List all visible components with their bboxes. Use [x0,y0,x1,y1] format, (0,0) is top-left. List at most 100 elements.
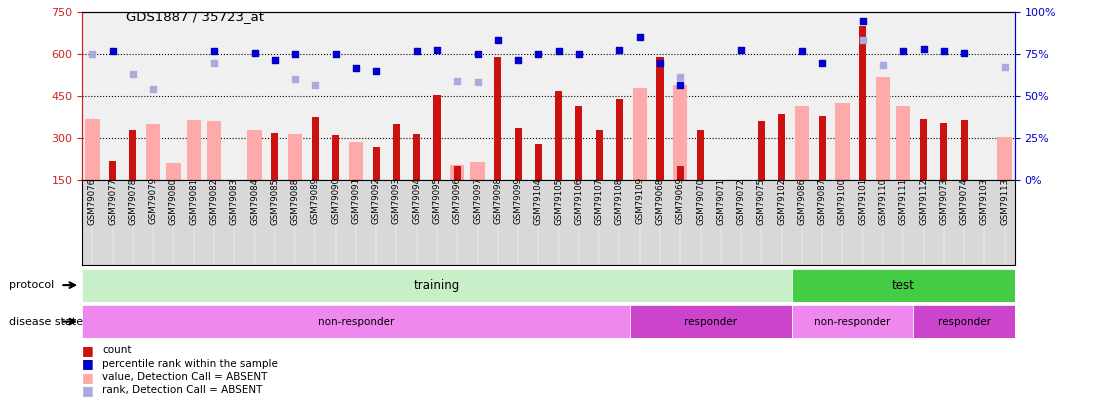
Bar [86,119,100,180]
Point [530,51,547,58]
Bar [575,106,583,180]
Bar [146,124,160,180]
Text: non-responder: non-responder [318,317,394,326]
Point [286,51,304,58]
Point [205,48,223,55]
Bar [875,77,890,180]
Point [915,45,932,52]
Bar [914,305,1015,338]
Text: value, Detection Call = ABSENT: value, Detection Call = ABSENT [102,372,268,382]
Text: rank, Detection Call = ABSENT: rank, Detection Call = ABSENT [102,386,262,395]
Bar [186,120,201,180]
Point [306,82,325,88]
Point [935,48,952,55]
Bar [758,122,765,180]
Bar [555,91,562,180]
Text: GDS1887 / 35723_at: GDS1887 / 35723_at [126,10,264,23]
Point [468,79,486,85]
Text: test: test [892,279,915,292]
Bar [471,162,485,180]
Point [955,49,973,56]
Bar [82,269,792,302]
Bar [656,57,664,180]
Point [671,82,689,88]
Text: protocol: protocol [9,280,54,290]
Point [550,48,567,55]
Bar [312,117,319,180]
Bar [248,130,262,180]
Bar [495,57,501,180]
Bar [792,305,914,338]
Point [509,57,527,63]
Bar [792,269,1015,302]
Bar [630,305,792,338]
Bar [207,122,222,180]
Bar [289,134,302,180]
Bar [349,143,363,180]
Point [327,51,344,58]
Point [813,59,830,66]
Bar [167,163,181,180]
Bar [450,165,464,180]
Text: ■: ■ [82,357,94,370]
Bar [896,106,911,180]
Bar [271,132,279,180]
Point [367,68,385,74]
Point [205,59,223,66]
Text: ■: ■ [82,344,94,357]
Bar [393,124,400,180]
Point [286,76,304,83]
Point [733,47,750,53]
Point [468,51,486,58]
Point [145,86,162,92]
Point [996,64,1014,70]
Text: disease state: disease state [9,317,83,326]
Point [671,73,689,80]
Point [347,65,364,71]
Bar [859,26,867,180]
Point [652,59,669,66]
Point [489,37,507,43]
Point [631,34,648,40]
Bar [674,85,688,180]
Bar [997,137,1011,180]
Point [611,47,629,53]
Bar [795,106,808,180]
Point [246,49,263,56]
Point [793,48,811,55]
Bar [514,128,522,180]
Bar [373,147,380,180]
Point [570,51,588,58]
Bar [332,135,339,180]
Bar [454,166,461,180]
Bar [818,116,826,180]
Point [449,77,466,84]
Bar [596,130,602,180]
Text: ■: ■ [82,384,94,397]
Bar [778,114,785,180]
Text: training: training [414,279,460,292]
Point [104,48,122,55]
Bar [961,120,968,180]
Bar [697,130,704,180]
Bar [129,130,136,180]
Text: responder: responder [938,317,991,326]
Point [853,17,871,24]
Point [894,48,912,55]
Bar [535,144,542,180]
Point [853,37,871,43]
Bar [835,103,849,180]
Bar [433,95,441,180]
Bar [977,180,992,189]
Bar [615,99,623,180]
Point [874,62,892,68]
Point [124,70,142,77]
Point [83,51,101,58]
Bar [940,123,948,180]
Text: count: count [102,345,132,355]
Text: responder: responder [685,317,737,326]
Bar [109,161,116,180]
Bar [677,166,683,180]
Bar [414,134,420,180]
Bar [633,88,647,180]
